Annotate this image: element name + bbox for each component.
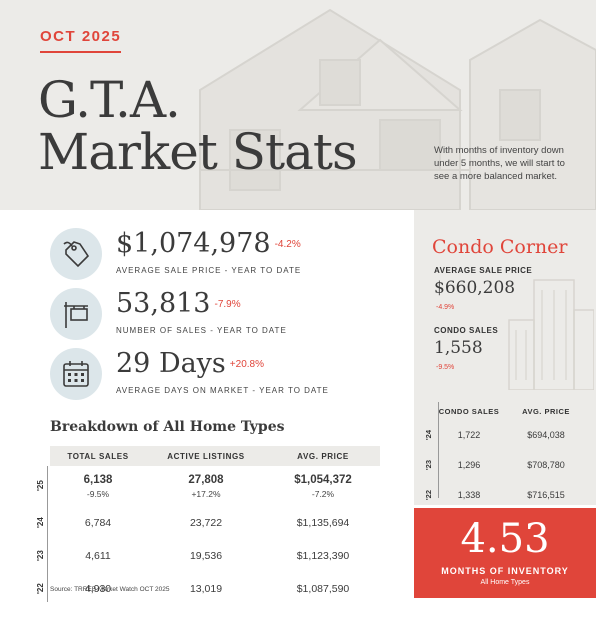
condo-sales-label: CONDO SALES (434, 326, 499, 335)
breakdown-table: TOTAL SALES ACTIVE LISTINGS AVG. PRICE '… (36, 446, 380, 605)
page-title: G.T.A. Market Stats (38, 71, 358, 181)
breakdown-title: Breakdown of All Home Types (50, 419, 285, 435)
months-of-inventory-box: 4.53 MONTHS OF INVENTORY All Home Types (414, 508, 596, 598)
kpi-days-on-market: 29 Days +20.8% AVERAGE DAYS ON MARKET - Y… (50, 348, 410, 404)
year-label: '24 (424, 429, 433, 441)
kpi-value: 29 Days +20.8% (116, 348, 264, 379)
table-row: '23 1,296 $708,780 (424, 450, 590, 480)
condo-building-icon (508, 279, 594, 390)
hero-header: OCT 2025 G.T.A. Market Stats With months… (0, 0, 596, 210)
condo-title: Condo Corner (432, 236, 568, 258)
year-label: '25 (36, 480, 45, 492)
table-row: '22 1,338 $716,515 (424, 480, 590, 505)
condo-sales-change: -9.5% (436, 364, 455, 371)
table-row: '24 1,722 $694,038 (424, 420, 590, 450)
title-line-1: G.T.A. (38, 71, 181, 129)
source-note: Source: TRREB Market Watch OCT 2025 (50, 586, 170, 593)
kpi-label: AVERAGE DAYS ON MARKET - YEAR TO DATE (116, 386, 329, 395)
condo-corner-panel: Condo Corner AVERAGE SALE PRICE $660,208… (414, 210, 596, 505)
calendar-icon (50, 348, 102, 400)
condo-table: CONDO SALES AVG. PRICE '24 1,722 $694,03… (424, 402, 590, 505)
cell-listings: 13,019 (189, 582, 223, 595)
house-background-illustration (199, 8, 596, 210)
cell-sales: 6,784 (84, 516, 112, 529)
kpi-value: 53,813 -7.9% (116, 288, 241, 319)
cell-sales: 1,338 (457, 490, 481, 500)
column-header: AVG. PRICE (522, 406, 570, 416)
inventory-subtitle: All Home Types (480, 579, 530, 586)
market-note: With months of inventory down under 5 mo… (434, 145, 565, 182)
table-row: '24 6,784 23,722 $1,135,694 (36, 506, 380, 539)
year-label: '23 (36, 550, 45, 561)
column-header: AVG. PRICE (297, 451, 349, 461)
inventory-label: MONTHS OF INVENTORY (441, 566, 569, 576)
kpi-value: $1,074,978 -4.2% (116, 228, 301, 259)
cell-sales: 1,722 (457, 430, 481, 440)
year-divider (438, 402, 439, 498)
kpi-label: NUMBER OF SALES - YEAR TO DATE (116, 326, 287, 335)
condo-avg-label: AVERAGE SALE PRICE (434, 266, 533, 275)
inventory-value: 4.53 (460, 516, 550, 562)
cell-price: $716,515 (527, 490, 565, 500)
table-header: TOTAL SALES ACTIVE LISTINGS AVG. PRICE (50, 446, 380, 466)
kpi-label: AVERAGE SALE PRICE - YEAR TO DATE (116, 266, 302, 275)
cell-sales: 4,611 (85, 549, 111, 562)
cell-sales: 4,930 (84, 582, 112, 595)
cell-listings: 27,808 +17.2% (188, 473, 224, 499)
year-label: '22 (36, 583, 45, 594)
cell-price: $1,054,372 -7.2% (294, 473, 352, 499)
year-label: '24 (36, 517, 45, 528)
date-badge: OCT 2025 (40, 28, 122, 53)
cell-listings: 19,536 (189, 549, 223, 562)
table-row: '23 4,611 19,536 $1,123,390 (36, 539, 380, 572)
title-line-2: Market Stats (38, 123, 358, 181)
cell-price: $1,087,590 (296, 582, 350, 595)
condo-avg-value: $660,208 (434, 278, 516, 298)
table-row: '25 6,138 -9.5% 27,808 +17.2% $1,054,372 -7… (36, 466, 380, 506)
column-header: TOTAL SALES (67, 451, 129, 461)
column-header: ACTIVE LISTINGS (167, 451, 245, 461)
for-sale-sign-icon (50, 288, 102, 340)
kpi-change: +20.8% (229, 359, 264, 370)
kpi-number-of-sales: 53,813 -7.9% NUMBER OF SALES - YEAR TO DA… (50, 288, 410, 344)
kpi-change: -4.2% (274, 239, 301, 250)
kpi-change: -7.9% (214, 299, 241, 310)
cell-price: $1,123,390 (296, 549, 350, 562)
price-tag-icon (50, 228, 102, 280)
year-label: '22 (424, 489, 433, 501)
kpi-average-sale-price: $1,074,978 -4.2% AVERAGE SALE PRICE - YEA… (50, 228, 410, 284)
cell-price: $1,135,694 (296, 516, 350, 529)
cell-sales: 1,296 (457, 460, 481, 470)
table-header: CONDO SALES AVG. PRICE (430, 402, 590, 420)
condo-sales-value: 1,558 (434, 338, 483, 358)
column-header: CONDO SALES (438, 406, 500, 416)
cell-listings: 23,722 (189, 516, 223, 529)
year-divider (47, 466, 48, 602)
cell-sales: 6,138 -9.5% (83, 473, 113, 499)
cell-price: $708,780 (527, 460, 565, 470)
cell-price: $694,038 (527, 430, 565, 440)
table-row: '22 4,930 13,019 $1,087,590 (36, 572, 380, 605)
year-label: '23 (424, 459, 433, 471)
condo-avg-change: -4.9% (436, 304, 455, 311)
